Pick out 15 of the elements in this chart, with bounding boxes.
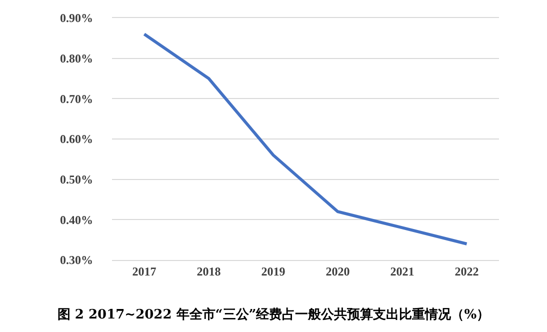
line-series bbox=[142, 32, 468, 246]
x-tick-label: 2021 bbox=[390, 264, 414, 278]
text: 图 2 2017~2022 年全市“三公”经费占一般公共预算支出比重情况（%） bbox=[57, 306, 490, 323]
y-tick-label: 0.60% bbox=[60, 132, 93, 146]
x-tick-label: 2017 bbox=[132, 264, 156, 278]
y-tick-label: 0.70% bbox=[60, 92, 93, 106]
y-tick-label: 0.40% bbox=[60, 212, 93, 227]
y-tick-label: 0.90% bbox=[60, 11, 93, 26]
y-tick-label: 0.50% bbox=[60, 172, 93, 187]
y-tick-label: 0.30% bbox=[60, 253, 93, 268]
y-tick-label: 0.80% bbox=[60, 52, 93, 66]
x-tick-label: 2020 bbox=[326, 264, 350, 278]
x-tick-label: 2022 bbox=[454, 264, 479, 278]
x-tick-label: 2019 bbox=[261, 264, 286, 278]
x-tick-label: 2018 bbox=[196, 264, 221, 278]
